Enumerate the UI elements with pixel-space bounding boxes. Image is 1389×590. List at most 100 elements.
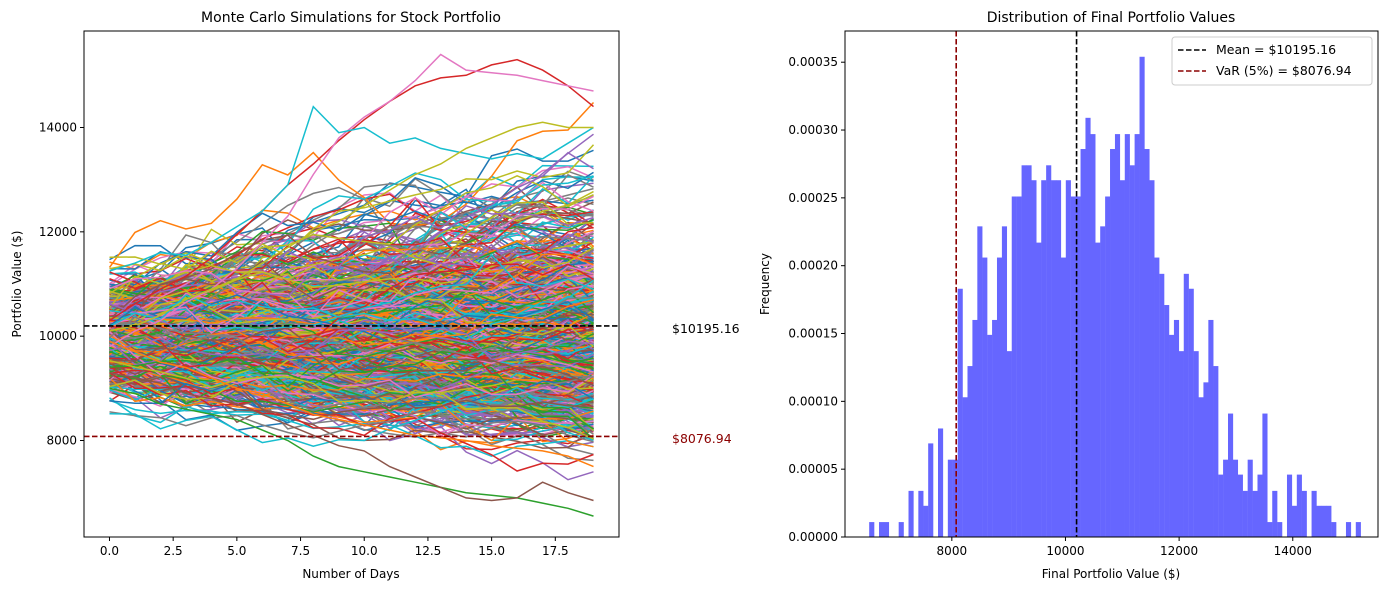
x-tick-label: 15.0 [478,544,505,558]
reference-lines [84,325,619,438]
histogram-bar [1164,305,1170,537]
histogram-bar [972,319,978,537]
histogram-bar [1026,165,1032,538]
histogram-bar [1198,397,1204,537]
legend: Mean = $10195.16 VaR (5%) = $8076.94 [1171,36,1373,86]
histogram-bar [1345,522,1352,537]
histogram-bar [1173,319,1180,537]
x-tick-label: 12000 [1160,544,1198,558]
simulation-path [109,234,594,314]
y-tick-label: 14000 [39,121,77,135]
histogram-bar [1149,180,1155,537]
reference-lines [955,31,1078,537]
histogram-bar [1169,334,1175,537]
histogram-bar [1110,149,1116,537]
histogram-bar [1046,165,1052,538]
y-tick-label: 0.00025 [788,191,838,205]
simulation-path [109,340,594,468]
histogram-bar [1218,474,1224,537]
legend-var-label: VaR (5%) = $8076.94 [1216,63,1352,78]
histogram-bar [1178,351,1184,537]
right-y-axis: 0.00000 0.00005 0.00010 0.00015 0.00020 0.000… [788,55,845,544]
simulation-path [109,265,594,334]
histogram-bar [1036,242,1042,537]
histogram-bar [1223,459,1229,537]
monte-carlo-chart: Monte Carlo Simulations for Stock Portfo… [10,10,740,581]
simulation-path [109,259,594,342]
simulation-path [109,296,594,349]
histogram-bar [1001,226,1008,537]
simulation-path [108,101,595,268]
histogram-bar [938,428,944,537]
histogram-bar [1355,522,1361,537]
simulation-path [109,195,594,270]
simulation-path [109,296,594,356]
histogram-bar [1011,196,1017,537]
histogram-bar [1277,522,1283,537]
histogram-bar [1021,165,1027,538]
simulation-path [109,346,594,394]
histogram-bar [1055,180,1062,537]
histogram-bar [1326,505,1332,537]
distribution-histogram-chart: Distribution of Final Portfolio Values 8… [758,10,1379,581]
simulation-path [109,151,594,310]
right-x-axis: 8000 10000 12000 14000 [937,537,1312,558]
histogram-bar [1193,351,1199,537]
histogram-bar [1154,257,1160,537]
simulation-path [109,386,594,447]
histogram-bar [869,522,875,537]
left-y-axis: 8000 10000 12000 14000 [39,121,84,447]
simulation-path [109,105,594,272]
left-plot-frame [83,30,620,538]
y-tick-label: 0.00005 [788,462,838,476]
histogram-bar [1331,522,1337,537]
histogram-bar [982,257,988,537]
histogram-bar [1237,474,1243,537]
left-x-axis: 0.0 2.5 5.0 7.5 10.0 12.5 15.0 17.5 [100,537,569,558]
right-plot-frame [844,30,1379,538]
histogram-bar [1296,474,1302,537]
y-tick-label: 0.00015 [788,327,838,341]
histogram-bar [1183,273,1189,537]
simulation-path [109,316,594,405]
x-tick-label: 5.0 [227,544,246,558]
histogram-bar [1159,273,1165,537]
simulation-path [109,380,594,409]
y-tick-label: 0.00010 [788,394,838,408]
histogram-bar [1232,459,1239,537]
histogram-bar [879,522,885,537]
simulation-path [109,333,594,386]
histogram-bar [1095,242,1101,537]
histogram-bar [1124,134,1130,537]
x-tick-label: 0.0 [100,544,119,558]
histogram-bar [1031,180,1037,537]
histogram-bars [869,56,1361,538]
left-y-axis-label: Portfolio Value ($) [10,231,24,338]
y-tick-label: 0.00030 [788,123,838,137]
histogram-bar [1070,196,1076,537]
y-tick-label: 10000 [39,329,77,343]
simulation-path [109,327,594,386]
simulation-path [109,175,594,265]
histogram-bar [992,319,998,537]
histogram-bar [1060,257,1066,537]
histogram-bar [1301,490,1307,537]
simulation-path [108,331,594,399]
histogram-bar [1134,134,1140,537]
histogram-bar [883,522,890,537]
histogram-bar [947,459,953,537]
histogram-bar [1316,505,1322,537]
x-tick-label: 12.5 [415,544,442,558]
histogram-bar [1129,165,1135,538]
simulation-path [109,174,594,295]
simulation-path [109,53,594,348]
histogram-bar [987,334,993,537]
left-x-axis-label: Number of Days [302,567,399,581]
simulation-path [109,371,594,502]
histogram-bar [1065,180,1071,537]
simulation-path [109,387,594,517]
histogram-bar [898,522,904,537]
histogram-bar [1228,413,1234,537]
simulation-path [109,321,594,378]
